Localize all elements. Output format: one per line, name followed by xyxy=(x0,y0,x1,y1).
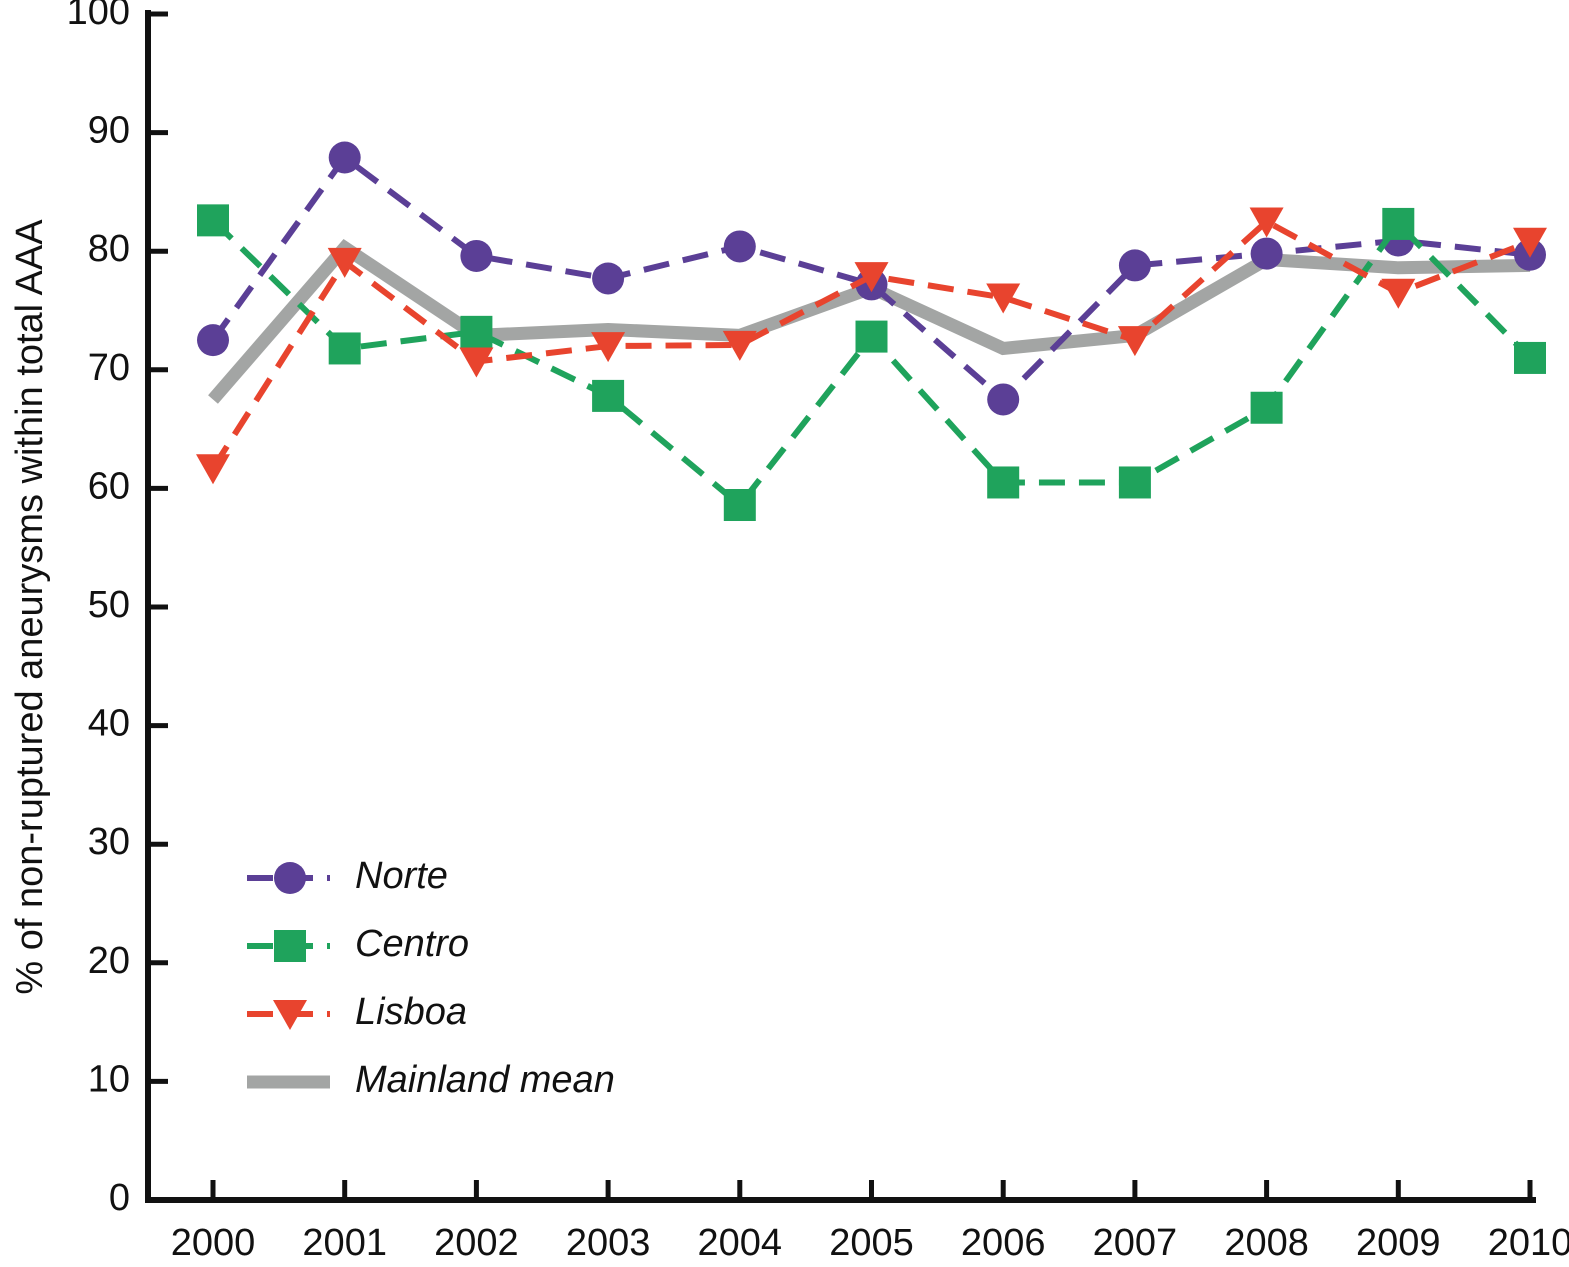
legend-label: Lisboa xyxy=(355,991,467,1033)
data-point xyxy=(460,239,493,272)
series-line xyxy=(210,153,1531,404)
data-point xyxy=(1382,207,1415,240)
data-point xyxy=(1117,326,1152,357)
legend-marker xyxy=(274,930,306,962)
y-tick-label: 0 xyxy=(109,1177,130,1219)
y-tick-label: 50 xyxy=(88,584,130,626)
data-point xyxy=(987,466,1020,499)
legend-marker xyxy=(274,862,306,894)
data-point xyxy=(1118,466,1151,499)
data-point xyxy=(328,332,361,365)
y-tick-label: 30 xyxy=(88,821,130,863)
data-point xyxy=(722,330,757,361)
y-tick-label: 20 xyxy=(88,940,130,982)
x-tick-label: 2002 xyxy=(434,1222,519,1264)
legend-label: Mainland mean xyxy=(355,1059,615,1101)
data-point xyxy=(1250,391,1283,424)
y-tick-label: 90 xyxy=(88,110,130,152)
data-point xyxy=(854,262,889,293)
data-point xyxy=(723,489,756,522)
data-point xyxy=(460,315,493,348)
x-tick-label: 2008 xyxy=(1224,1222,1309,1264)
x-tick-label: 2000 xyxy=(171,1222,256,1264)
x-tick-label: 2005 xyxy=(829,1222,914,1264)
data-point xyxy=(328,141,361,174)
data-point xyxy=(592,379,625,412)
data-point xyxy=(197,204,229,237)
x-tick-label: 2006 xyxy=(961,1222,1046,1264)
y-tick-label: 70 xyxy=(88,347,130,389)
data-point xyxy=(196,454,230,485)
x-tick-label: 2003 xyxy=(566,1222,651,1264)
x-tick-label: 2010 xyxy=(1488,1222,1569,1264)
data-point xyxy=(1381,278,1416,309)
data-point xyxy=(1514,341,1546,374)
y-tick-label: 100 xyxy=(67,0,130,33)
y-tick-label: 60 xyxy=(88,465,130,507)
data-point xyxy=(459,347,494,378)
legend-marker xyxy=(273,1000,307,1030)
x-tick-label: 2007 xyxy=(1093,1222,1178,1264)
data-point xyxy=(723,230,756,263)
x-tick-label: 2004 xyxy=(698,1222,783,1264)
y-tick-label: 10 xyxy=(88,1058,130,1100)
data-point xyxy=(197,324,229,357)
data-point xyxy=(1250,237,1283,270)
data-point xyxy=(986,283,1021,314)
data-point xyxy=(592,262,625,295)
data-point xyxy=(1249,207,1284,238)
data-point xyxy=(1118,249,1151,282)
data-point xyxy=(855,320,888,353)
x-tick-label: 2001 xyxy=(302,1222,387,1264)
y-axis-label: % of non-ruptured aneurysms within total… xyxy=(9,219,51,995)
y-tick-label: 40 xyxy=(88,703,130,745)
legend-label: Norte xyxy=(355,855,448,897)
data-point xyxy=(327,247,362,278)
data-point xyxy=(987,383,1020,416)
y-tick-label: 80 xyxy=(88,228,130,270)
legend-label: Centro xyxy=(355,923,469,965)
data-point xyxy=(591,332,626,363)
x-tick-label: 2009 xyxy=(1356,1222,1441,1264)
data-point xyxy=(1513,227,1547,258)
